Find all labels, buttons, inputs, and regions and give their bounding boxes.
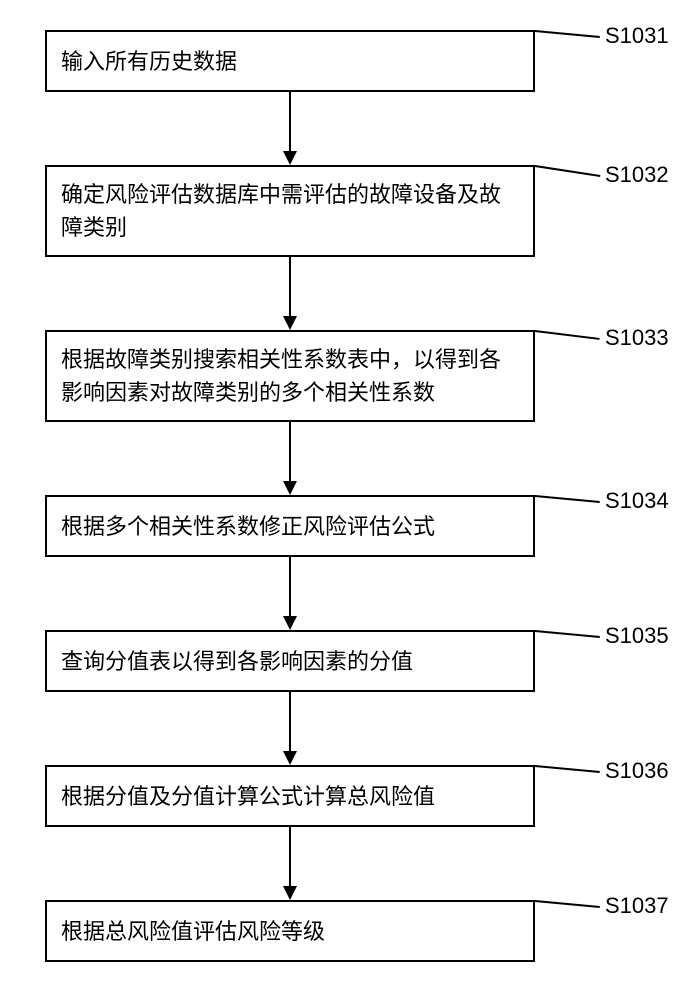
step-box-S1033: 根据故障类别搜索相关性系数表中，以得到各影响因素对故障类别的多个相关性系数	[45, 330, 535, 422]
leader-line	[535, 330, 600, 340]
arrow-head-icon	[283, 481, 297, 495]
step-text: 确定风险评估数据库中需评估的故障设备及故障类别	[61, 178, 519, 244]
step-box-S1031: 输入所有历史数据	[45, 30, 535, 92]
leader-line	[535, 165, 600, 177]
arrow-head-icon	[283, 751, 297, 765]
step-box-S1037: 根据总风险值评估风险等级	[45, 900, 535, 962]
leader-line	[535, 630, 600, 638]
arrow-line	[289, 257, 291, 316]
arrow-line	[289, 827, 291, 886]
step-label-S1032: S1032	[605, 162, 669, 188]
step-text: 根据多个相关性系数修正风险评估公式	[61, 510, 435, 543]
step-text: 根据总风险值评估风险等级	[61, 915, 325, 948]
step-label-S1036: S1036	[605, 758, 669, 784]
leader-line	[535, 30, 600, 38]
leader-line	[535, 495, 600, 503]
leader-line	[535, 765, 600, 773]
step-text: 根据分值及分值计算公式计算总风险值	[61, 780, 435, 813]
arrow-head-icon	[283, 151, 297, 165]
arrow-head-icon	[283, 616, 297, 630]
arrow-head-icon	[283, 316, 297, 330]
step-label-S1034: S1034	[605, 488, 669, 514]
step-box-S1035: 查询分值表以得到各影响因素的分值	[45, 630, 535, 692]
step-box-S1032: 确定风险评估数据库中需评估的故障设备及故障类别	[45, 165, 535, 257]
flowchart-canvas: 输入所有历史数据 S1031 确定风险评估数据库中需评估的故障设备及故障类别 S103…	[0, 0, 695, 1000]
arrow-line	[289, 422, 291, 481]
step-box-S1034: 根据多个相关性系数修正风险评估公式	[45, 495, 535, 557]
arrow-line	[289, 692, 291, 751]
step-box-S1036: 根据分值及分值计算公式计算总风险值	[45, 765, 535, 827]
step-label-S1037: S1037	[605, 893, 669, 919]
step-text: 查询分值表以得到各影响因素的分值	[61, 645, 413, 678]
step-label-S1031: S1031	[605, 23, 669, 49]
step-text: 根据故障类别搜索相关性系数表中，以得到各影响因素对故障类别的多个相关性系数	[61, 343, 519, 409]
leader-line	[535, 900, 600, 908]
step-label-S1035: S1035	[605, 623, 669, 649]
step-text: 输入所有历史数据	[61, 45, 237, 78]
arrow-head-icon	[283, 886, 297, 900]
arrow-line	[289, 92, 291, 151]
step-label-S1033: S1033	[605, 325, 669, 351]
arrow-line	[289, 557, 291, 616]
